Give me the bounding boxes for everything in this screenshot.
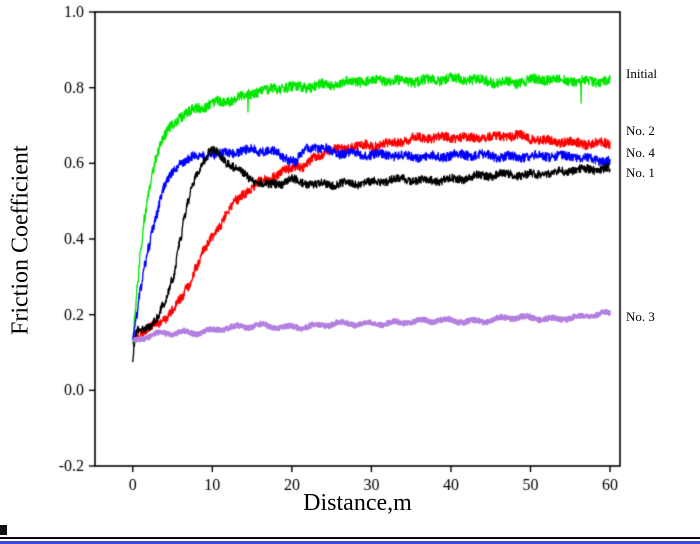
screenshot-artifact-line-blue	[0, 541, 700, 544]
x-axis-title: Distance,m	[303, 490, 412, 516]
series-label-initial: Initial	[626, 66, 658, 82]
screenshot-artifact-mark	[0, 525, 7, 535]
screenshot-artifact-line-black	[0, 537, 700, 539]
series-label-no1: No. 1	[626, 164, 655, 180]
series-label-no3: No. 3	[626, 308, 655, 324]
y-axis-title: Friction Coefficient	[7, 145, 34, 335]
series-label-no4: No. 4	[626, 144, 655, 160]
series-label-no2: No. 2	[626, 123, 655, 139]
